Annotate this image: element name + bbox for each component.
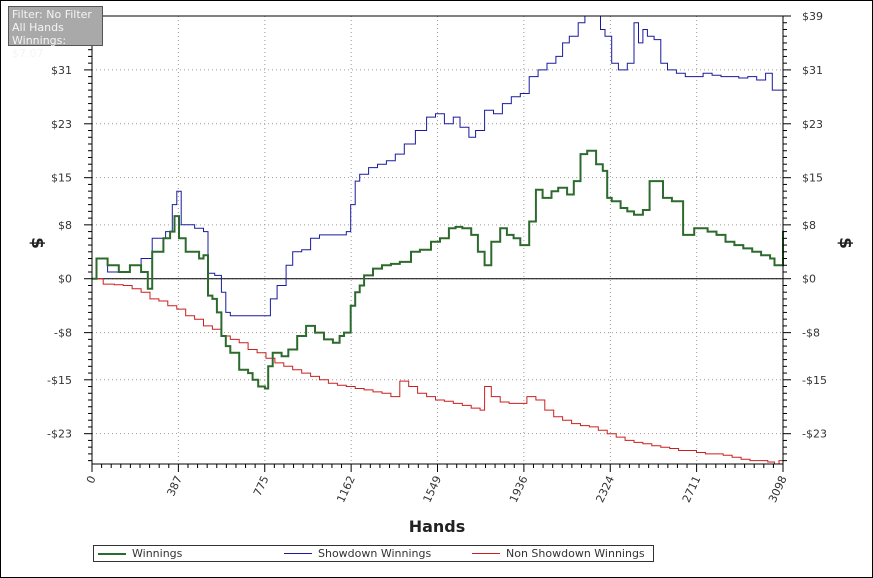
x-tick-label: 0 bbox=[84, 474, 99, 486]
y-tick-label-right: -$8 bbox=[802, 327, 820, 340]
filter-label: Filter: No Filter bbox=[12, 8, 92, 21]
x-axis-label: Hands bbox=[409, 517, 466, 536]
y-tick-label-left: -$8 bbox=[54, 327, 72, 340]
series-winnings-line bbox=[92, 149, 784, 390]
legend-swatch-winnings bbox=[98, 553, 126, 555]
y-tick-label-right: $39 bbox=[802, 10, 823, 23]
y-tick-label-left: $23 bbox=[51, 118, 72, 131]
x-tick-label: 1549 bbox=[421, 474, 445, 505]
y-tick-label-right: -$15 bbox=[802, 374, 827, 387]
grid-lines bbox=[92, 15, 783, 464]
legend-swatch-non-showdown bbox=[472, 553, 500, 554]
x-tick-label: 775 bbox=[251, 474, 272, 499]
y-tick-label-left: -$15 bbox=[47, 374, 72, 387]
y-tick-label-left: -$23 bbox=[47, 428, 72, 441]
y-axis-label-left: $ bbox=[27, 237, 47, 249]
y-tick-label-right: $8 bbox=[802, 219, 816, 232]
hands-label: All Hands bbox=[12, 21, 64, 34]
y-axis-label-right: $ bbox=[835, 237, 855, 249]
y-tick-label-left: $31 bbox=[51, 64, 72, 77]
legend-swatch-showdown bbox=[284, 553, 312, 554]
x-tick-label: 1162 bbox=[334, 474, 358, 505]
legend: Winnings Showdown Winnings Non Showdown … bbox=[93, 545, 654, 562]
filter-info-box: Filter: No Filter All Hands Winnings: $7… bbox=[8, 6, 103, 60]
x-tick-label: 387 bbox=[164, 474, 185, 499]
series-layer bbox=[92, 15, 784, 465]
legend-label-showdown: Showdown Winnings bbox=[318, 547, 432, 560]
winnings-total-label: Winnings: $7.07 bbox=[12, 34, 67, 60]
y-tick-label-left: $8 bbox=[58, 219, 72, 232]
x-tick-label: 2711 bbox=[680, 474, 704, 505]
x-tick-label: 3098 bbox=[766, 474, 790, 505]
y-tick-label-left: $0 bbox=[58, 273, 72, 286]
y-tick-label-right: $31 bbox=[802, 64, 823, 77]
y-tick-label-right: $23 bbox=[802, 118, 823, 131]
x-tick-label: 2324 bbox=[593, 474, 617, 505]
legend-label-winnings: Winnings bbox=[132, 547, 183, 560]
legend-label-non-showdown: Non Showdown Winnings bbox=[506, 547, 645, 560]
y-tick-label-left: $15 bbox=[51, 172, 72, 185]
x-tick-label: 1936 bbox=[507, 474, 531, 505]
series-showdown-line bbox=[92, 15, 784, 317]
y-tick-label-right: $15 bbox=[802, 172, 823, 185]
y-tick-label-right: -$23 bbox=[802, 428, 827, 441]
y-tick-label-right: $0 bbox=[802, 273, 816, 286]
series-non-showdown-line bbox=[92, 278, 784, 465]
